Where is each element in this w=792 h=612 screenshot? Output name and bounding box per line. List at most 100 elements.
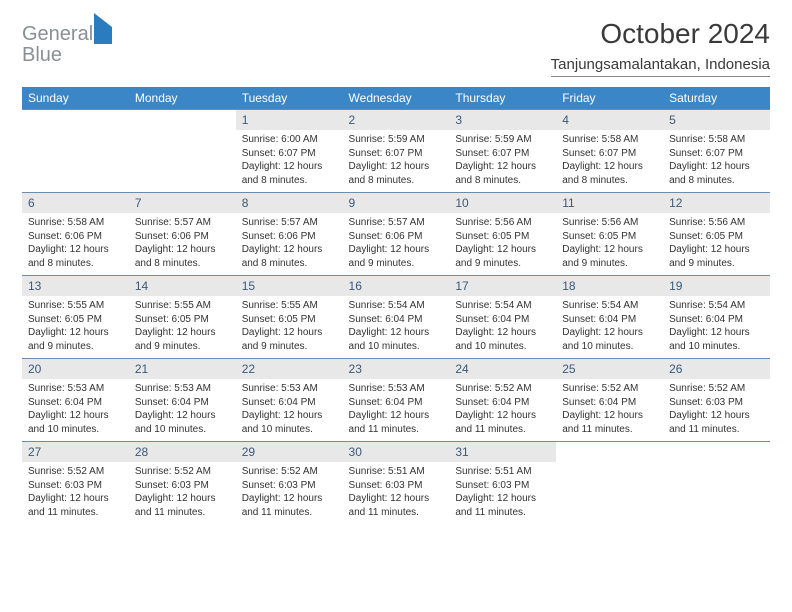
day-number: 13	[22, 276, 129, 296]
calendar-cell-empty	[129, 110, 236, 193]
calendar-cell: 24Sunrise: 5:52 AMSunset: 6:04 PMDayligh…	[449, 359, 556, 442]
day-number: 12	[663, 193, 770, 213]
day-body: Sunrise: 5:54 AMSunset: 6:04 PMDaylight:…	[343, 296, 450, 355]
day-body: Sunrise: 5:52 AMSunset: 6:04 PMDaylight:…	[449, 379, 556, 438]
brand-logo: General Blue	[22, 18, 112, 66]
calendar-cell: 7Sunrise: 5:57 AMSunset: 6:06 PMDaylight…	[129, 193, 236, 276]
day-body: Sunrise: 5:52 AMSunset: 6:03 PMDaylight:…	[129, 462, 236, 521]
day-body: Sunrise: 5:57 AMSunset: 6:06 PMDaylight:…	[343, 213, 450, 272]
day-number: 7	[129, 193, 236, 213]
calendar-table: SundayMondayTuesdayWednesdayThursdayFrid…	[22, 87, 770, 524]
day-number: 23	[343, 359, 450, 379]
day-body: Sunrise: 5:57 AMSunset: 6:06 PMDaylight:…	[236, 213, 343, 272]
calendar-cell: 1Sunrise: 6:00 AMSunset: 6:07 PMDaylight…	[236, 110, 343, 193]
day-number: 11	[556, 193, 663, 213]
calendar-cell: 23Sunrise: 5:53 AMSunset: 6:04 PMDayligh…	[343, 359, 450, 442]
day-number: 27	[22, 442, 129, 462]
day-body: Sunrise: 5:51 AMSunset: 6:03 PMDaylight:…	[449, 462, 556, 521]
calendar-cell: 25Sunrise: 5:52 AMSunset: 6:04 PMDayligh…	[556, 359, 663, 442]
day-number: 9	[343, 193, 450, 213]
day-number: 10	[449, 193, 556, 213]
calendar-cell: 20Sunrise: 5:53 AMSunset: 6:04 PMDayligh…	[22, 359, 129, 442]
day-number: 28	[129, 442, 236, 462]
calendar-cell: 11Sunrise: 5:56 AMSunset: 6:05 PMDayligh…	[556, 193, 663, 276]
day-body: Sunrise: 5:52 AMSunset: 6:03 PMDaylight:…	[663, 379, 770, 438]
day-number: 3	[449, 110, 556, 130]
day-body: Sunrise: 5:54 AMSunset: 6:04 PMDaylight:…	[449, 296, 556, 355]
day-body: Sunrise: 5:53 AMSunset: 6:04 PMDaylight:…	[22, 379, 129, 438]
calendar-cell: 5Sunrise: 5:58 AMSunset: 6:07 PMDaylight…	[663, 110, 770, 193]
day-number: 18	[556, 276, 663, 296]
day-number: 22	[236, 359, 343, 379]
calendar-cell: 28Sunrise: 5:52 AMSunset: 6:03 PMDayligh…	[129, 442, 236, 525]
day-number: 30	[343, 442, 450, 462]
calendar-row: 13Sunrise: 5:55 AMSunset: 6:05 PMDayligh…	[22, 276, 770, 359]
day-number: 20	[22, 359, 129, 379]
calendar-cell: 30Sunrise: 5:51 AMSunset: 6:03 PMDayligh…	[343, 442, 450, 525]
day-number: 26	[663, 359, 770, 379]
day-body: Sunrise: 5:53 AMSunset: 6:04 PMDaylight:…	[236, 379, 343, 438]
day-number: 4	[556, 110, 663, 130]
calendar-cell-empty	[22, 110, 129, 193]
day-number: 17	[449, 276, 556, 296]
calendar-cell: 22Sunrise: 5:53 AMSunset: 6:04 PMDayligh…	[236, 359, 343, 442]
day-number: 24	[449, 359, 556, 379]
calendar-cell: 21Sunrise: 5:53 AMSunset: 6:04 PMDayligh…	[129, 359, 236, 442]
day-header: Friday	[556, 87, 663, 110]
calendar-cell: 17Sunrise: 5:54 AMSunset: 6:04 PMDayligh…	[449, 276, 556, 359]
day-number: 8	[236, 193, 343, 213]
day-body: Sunrise: 5:57 AMSunset: 6:06 PMDaylight:…	[129, 213, 236, 272]
day-body: Sunrise: 5:58 AMSunset: 6:07 PMDaylight:…	[663, 130, 770, 189]
calendar-row: 27Sunrise: 5:52 AMSunset: 6:03 PMDayligh…	[22, 442, 770, 525]
day-body: Sunrise: 6:00 AMSunset: 6:07 PMDaylight:…	[236, 130, 343, 189]
day-number: 31	[449, 442, 556, 462]
calendar-cell: 3Sunrise: 5:59 AMSunset: 6:07 PMDaylight…	[449, 110, 556, 193]
calendar-cell: 29Sunrise: 5:52 AMSunset: 6:03 PMDayligh…	[236, 442, 343, 525]
calendar-cell: 4Sunrise: 5:58 AMSunset: 6:07 PMDaylight…	[556, 110, 663, 193]
day-body: Sunrise: 5:55 AMSunset: 6:05 PMDaylight:…	[129, 296, 236, 355]
day-header: Thursday	[449, 87, 556, 110]
day-number: 29	[236, 442, 343, 462]
day-header: Saturday	[663, 87, 770, 110]
day-body: Sunrise: 5:58 AMSunset: 6:07 PMDaylight:…	[556, 130, 663, 189]
day-body: Sunrise: 5:56 AMSunset: 6:05 PMDaylight:…	[663, 213, 770, 272]
day-number: 16	[343, 276, 450, 296]
calendar-cell: 10Sunrise: 5:56 AMSunset: 6:05 PMDayligh…	[449, 193, 556, 276]
calendar-cell: 26Sunrise: 5:52 AMSunset: 6:03 PMDayligh…	[663, 359, 770, 442]
day-body: Sunrise: 5:55 AMSunset: 6:05 PMDaylight:…	[236, 296, 343, 355]
day-body: Sunrise: 5:52 AMSunset: 6:03 PMDaylight:…	[236, 462, 343, 521]
calendar-cell: 27Sunrise: 5:52 AMSunset: 6:03 PMDayligh…	[22, 442, 129, 525]
calendar-cell: 12Sunrise: 5:56 AMSunset: 6:05 PMDayligh…	[663, 193, 770, 276]
day-body: Sunrise: 5:52 AMSunset: 6:03 PMDaylight:…	[22, 462, 129, 521]
calendar-cell: 14Sunrise: 5:55 AMSunset: 6:05 PMDayligh…	[129, 276, 236, 359]
day-body: Sunrise: 5:51 AMSunset: 6:03 PMDaylight:…	[343, 462, 450, 521]
day-header: Tuesday	[236, 87, 343, 110]
calendar-cell-empty	[663, 442, 770, 525]
calendar-cell: 6Sunrise: 5:58 AMSunset: 6:06 PMDaylight…	[22, 193, 129, 276]
calendar-cell: 2Sunrise: 5:59 AMSunset: 6:07 PMDaylight…	[343, 110, 450, 193]
day-number: 1	[236, 110, 343, 130]
day-body: Sunrise: 5:53 AMSunset: 6:04 PMDaylight:…	[343, 379, 450, 438]
day-number: 19	[663, 276, 770, 296]
day-header: Monday	[129, 87, 236, 110]
day-number: 6	[22, 193, 129, 213]
calendar-cell: 15Sunrise: 5:55 AMSunset: 6:05 PMDayligh…	[236, 276, 343, 359]
calendar-cell-empty	[556, 442, 663, 525]
day-body: Sunrise: 5:55 AMSunset: 6:05 PMDaylight:…	[22, 296, 129, 355]
day-number: 15	[236, 276, 343, 296]
brand-word1: General	[22, 23, 93, 45]
day-number: 21	[129, 359, 236, 379]
day-body: Sunrise: 5:56 AMSunset: 6:05 PMDaylight:…	[556, 213, 663, 272]
header: General Blue October 2024 Tanjungsamalan…	[22, 18, 770, 79]
calendar-cell: 9Sunrise: 5:57 AMSunset: 6:06 PMDaylight…	[343, 193, 450, 276]
day-number: 14	[129, 276, 236, 296]
day-number: 5	[663, 110, 770, 130]
sail-icon	[94, 13, 112, 44]
day-body: Sunrise: 5:54 AMSunset: 6:04 PMDaylight:…	[556, 296, 663, 355]
calendar-cell: 18Sunrise: 5:54 AMSunset: 6:04 PMDayligh…	[556, 276, 663, 359]
calendar-row: 6Sunrise: 5:58 AMSunset: 6:06 PMDaylight…	[22, 193, 770, 276]
page-title: October 2024	[551, 18, 770, 50]
calendar-cell: 16Sunrise: 5:54 AMSunset: 6:04 PMDayligh…	[343, 276, 450, 359]
calendar-row: 20Sunrise: 5:53 AMSunset: 6:04 PMDayligh…	[22, 359, 770, 442]
day-body: Sunrise: 5:59 AMSunset: 6:07 PMDaylight:…	[343, 130, 450, 189]
